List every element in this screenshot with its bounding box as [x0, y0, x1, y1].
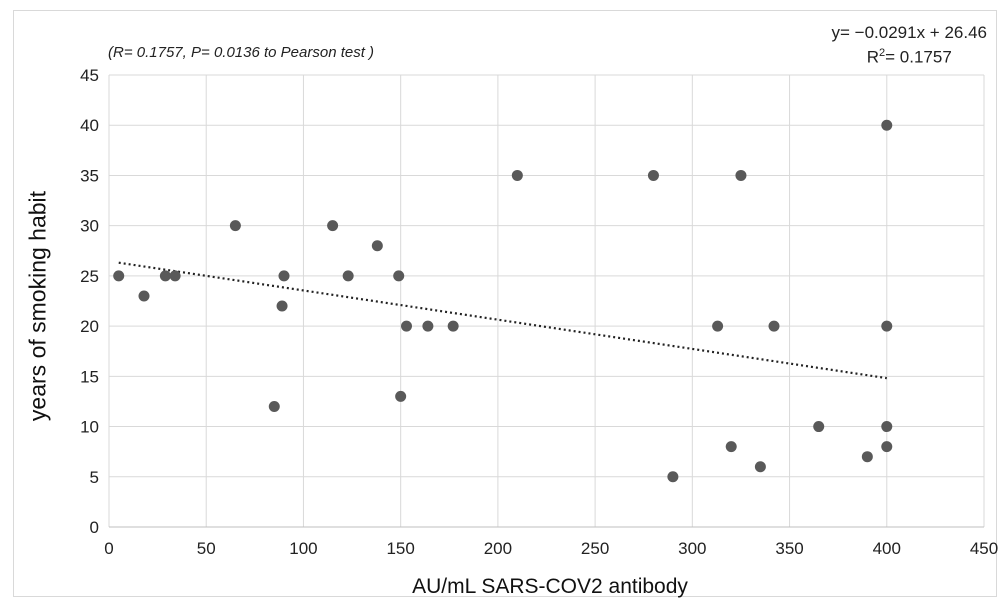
data-point	[647, 169, 659, 181]
data-point	[278, 270, 290, 282]
r2-value: = 0.1757	[885, 47, 952, 67]
x-axis-label: AU/mL SARS-COV2 antibody	[412, 575, 688, 598]
data-point	[395, 390, 407, 402]
data-point	[447, 320, 459, 332]
data-point	[813, 421, 825, 433]
chart-frame	[13, 10, 997, 597]
trendline-equation: y= −0.0291x + 26.46 R2= 0.1757	[832, 22, 988, 68]
x-tick-label: 450	[970, 539, 998, 558]
data-point	[725, 441, 737, 453]
annotation-open: (	[108, 44, 113, 61]
y-tick-label: 40	[80, 116, 99, 135]
r-squared-label: R2= 0.1757	[832, 43, 988, 68]
y-tick-label: 10	[80, 418, 99, 437]
data-point	[169, 270, 181, 282]
data-point	[371, 240, 383, 252]
data-point	[229, 220, 241, 232]
x-tick-label: 50	[197, 539, 216, 558]
data-point	[768, 320, 780, 332]
y-tick-label: 45	[80, 66, 99, 85]
data-point	[667, 471, 679, 483]
y-tick-label: 0	[90, 518, 99, 537]
x-tick-label: 250	[581, 539, 609, 558]
data-point	[881, 421, 893, 433]
y-tick-label: 15	[80, 367, 99, 386]
annotation-p-text: = 0.0136 to Pearson test	[201, 44, 365, 61]
trendline	[118, 261, 887, 380]
data-point	[113, 270, 125, 282]
data-point	[401, 320, 412, 332]
data-point	[861, 451, 873, 463]
data-point	[511, 169, 523, 181]
data-point	[342, 270, 354, 282]
annotation-r-text: = 0.1757,	[123, 44, 191, 61]
x-tick-label: 350	[775, 539, 803, 558]
y-tick-label: 25	[80, 267, 99, 286]
x-tick-label: 100	[289, 539, 317, 558]
r2-superscript: 2	[879, 47, 886, 59]
y-tick-label: 35	[80, 166, 99, 185]
annotation-p-symbol: P	[191, 44, 202, 61]
annotation-close: )	[364, 44, 375, 61]
y-tick-label: 30	[80, 217, 99, 236]
data-point	[276, 300, 288, 312]
y-tick-label: 20	[80, 317, 99, 336]
y-axis-label: years of smoking habit	[24, 190, 51, 422]
x-tick-label: 0	[104, 539, 113, 558]
x-tick-label: 150	[386, 539, 414, 558]
data-point	[712, 320, 724, 332]
data-point	[268, 400, 280, 412]
x-tick-label: 200	[484, 539, 512, 558]
data-point	[159, 270, 171, 282]
x-tick-label: 400	[873, 539, 901, 558]
data-point	[138, 290, 150, 302]
pearson-annotation: (R= 0.1757, P= 0.0136 to Pearson test )	[108, 44, 374, 61]
data-point	[881, 320, 893, 332]
r2-prefix: R	[866, 47, 879, 67]
data-point	[422, 320, 434, 332]
y-tick-label: 5	[90, 468, 99, 487]
data-point	[735, 169, 747, 181]
data-point	[754, 461, 766, 473]
data-point	[327, 220, 339, 232]
annotation-r-symbol: R	[113, 44, 124, 61]
data-point	[881, 441, 893, 453]
x-tick-label: 300	[678, 539, 706, 558]
data-point	[881, 119, 893, 131]
equation-label: y= −0.0291x + 26.46	[831, 23, 988, 42]
data-point	[393, 270, 405, 282]
